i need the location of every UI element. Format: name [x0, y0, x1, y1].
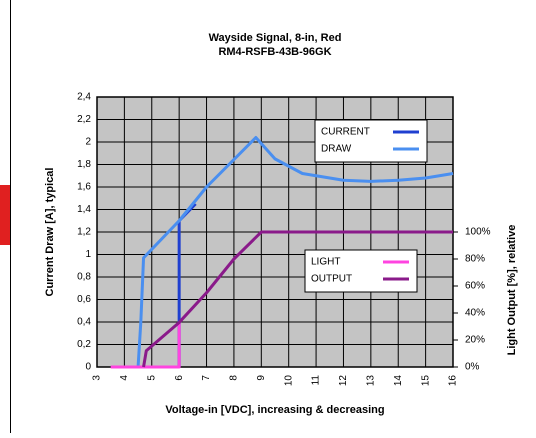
- series-line: [136, 136, 454, 368]
- x-tick-label: 12: [338, 375, 349, 387]
- legend-label: OUTPUT: [311, 274, 352, 285]
- x-tick-label: 16: [448, 375, 459, 387]
- x-tick-label: 14: [393, 375, 404, 387]
- y-tick-label: 1,4: [77, 204, 91, 215]
- side-tab: [0, 185, 10, 245]
- x-tick-label: 7: [201, 375, 212, 381]
- x-tick-label: 8: [229, 375, 240, 381]
- y-tick-label: 2: [85, 137, 91, 148]
- y-tick-label: 2,4: [77, 92, 91, 103]
- series-line: [110, 322, 181, 369]
- y-tick-label: 0,2: [77, 339, 91, 350]
- x-tick-label: 6: [174, 375, 185, 381]
- chart-subtitle: RM4-RSFB-43B-96GK: [218, 46, 331, 58]
- y-axis-label: Current Draw [A], typical: [44, 168, 56, 297]
- x-tick-label: 13: [365, 375, 376, 387]
- x-tick-label: 3: [92, 375, 103, 381]
- x-axis-label: Voltage-in [VDC], increasing & decreasin…: [165, 404, 384, 416]
- x-tick-label: 11: [311, 375, 322, 386]
- y2-tick-label: 80%: [465, 254, 485, 265]
- y-tick-label: 0: [85, 362, 91, 373]
- x-tick-label: 9: [256, 375, 267, 381]
- series-line: [142, 230, 453, 368]
- y2-axis-label: Light Output [%], relative: [506, 225, 518, 356]
- y-tick-label: 1: [85, 249, 91, 260]
- y2-tick-label: 60%: [465, 281, 485, 292]
- y2-tick-label: 100%: [465, 227, 491, 238]
- legend-box: [314, 119, 428, 163]
- y-tick-label: 2,2: [77, 114, 91, 125]
- x-tick-label: 5: [146, 375, 157, 381]
- y2-tick-label: 0%: [465, 362, 480, 373]
- legend-label: CURRENT: [321, 127, 370, 138]
- x-tick-label: 4: [119, 375, 130, 381]
- y-tick-label: 1,6: [77, 182, 91, 193]
- legend-label: DRAW: [321, 144, 352, 155]
- y2-tick-label: 40%: [465, 308, 485, 319]
- y-tick-label: 0,4: [77, 317, 91, 328]
- y-tick-label: 1,2: [77, 227, 91, 238]
- chart-title: Wayside Signal, 8-in, Red: [209, 32, 342, 44]
- y-tick-label: 0,6: [77, 294, 91, 305]
- x-tick-label: 10: [283, 375, 294, 387]
- x-tick-label: 15: [420, 375, 431, 387]
- y-tick-label: 1,8: [77, 159, 91, 170]
- legend-label: LIGHT: [311, 257, 340, 268]
- y-tick-label: 0,8: [77, 272, 91, 283]
- legend-box: [304, 249, 418, 293]
- y2-tick-label: 20%: [465, 335, 485, 346]
